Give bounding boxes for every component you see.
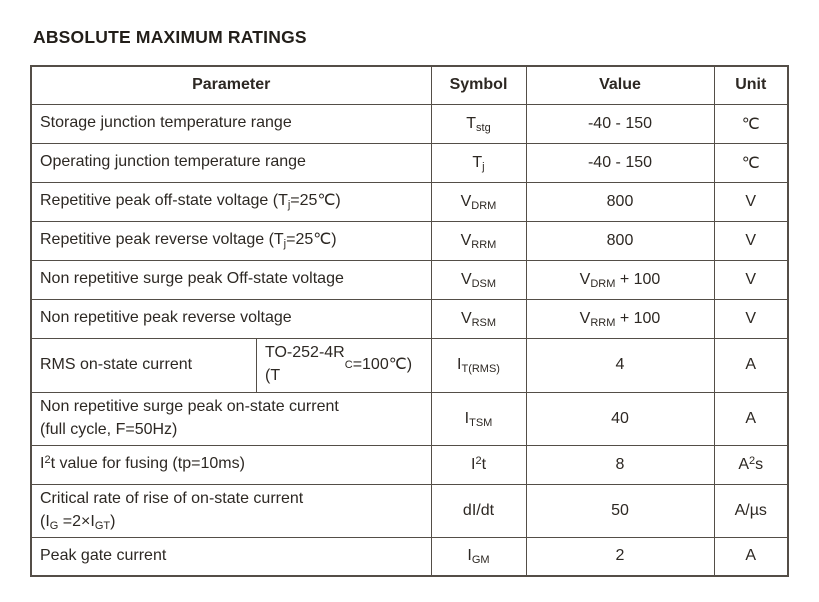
value-cell: 50 (525, 483, 715, 538)
parameter-cell: Operating junction temperature range (30, 142, 432, 183)
column-header-symbol: Symbol (430, 65, 527, 105)
parameter-cell: Repetitive peak reverse voltage (Tj=25℃) (30, 220, 432, 261)
parameter-cell: Peak gate current (30, 536, 432, 577)
unit-cell: ℃ (713, 103, 789, 144)
symbol-cell: Tstg (430, 103, 527, 144)
value-cell: -40 - 150 (525, 142, 715, 183)
column-header-value: Value (525, 65, 715, 105)
value-cell: 800 (525, 181, 715, 222)
table-header-row: Parameter Symbol Value Unit (30, 65, 789, 105)
table-row: Repetitive peak reverse voltage (Tj=25℃)… (30, 220, 789, 261)
table-row: I2t value for fusing (tp=10ms) I2t 8 A2s (30, 444, 789, 485)
value-cell: 4 (525, 337, 715, 393)
unit-cell: A2s (713, 444, 789, 485)
parameter-cell: Repetitive peak off-state voltage (Tj=25… (30, 181, 432, 222)
unit-cell: A (713, 337, 789, 393)
datasheet-page: ABSOLUTE MAXIMUM RATINGS Parameter Symbo… (30, 27, 789, 577)
parameter-cell: I2t value for fusing (tp=10ms) (30, 444, 432, 485)
value-cell: VRRM + 100 (525, 298, 715, 339)
symbol-cell: Tj (430, 142, 527, 183)
table-row: Non repetitive surge peak Off-state volt… (30, 259, 789, 300)
parameter-cell: Non repetitive surge peak Off-state volt… (30, 259, 432, 300)
symbol-cell: dI/dt (430, 483, 527, 538)
parameter-text: RMS on-state current (32, 338, 257, 392)
value-cell: -40 - 150 (525, 103, 715, 144)
unit-cell: A/µs (713, 483, 789, 538)
table-row: Peak gate current IGM 2 A (30, 536, 789, 577)
unit-cell: V (713, 259, 789, 300)
unit-cell: V (713, 298, 789, 339)
column-header-parameter: Parameter (30, 65, 432, 105)
parameter-cell: Non repetitive surge peak on-state curre… (30, 391, 432, 446)
parameter-cell: Critical rate of rise of on-state curren… (30, 483, 432, 538)
value-cell: VDRM + 100 (525, 259, 715, 300)
value-cell: 800 (525, 220, 715, 261)
value-cell: 40 (525, 391, 715, 446)
page-title: ABSOLUTE MAXIMUM RATINGS (33, 27, 307, 47)
symbol-cell: IT(RMS) (430, 337, 527, 393)
parameter-cell: RMS on-state current TO-252-4R (T C =100℃) (30, 337, 432, 393)
table-row: RMS on-state current TO-252-4R (T C =100℃) … (30, 337, 789, 393)
symbol-cell: VDSM (430, 259, 527, 300)
column-header-unit: Unit (713, 65, 789, 105)
table-row: Critical rate of rise of on-state curren… (30, 483, 789, 538)
symbol-cell: VRSM (430, 298, 527, 339)
unit-cell: V (713, 181, 789, 222)
symbol-cell: ITSM (430, 391, 527, 446)
parameter-cell: Storage junction temperature range (30, 103, 432, 144)
value-cell: 8 (525, 444, 715, 485)
symbol-cell: VRRM (430, 220, 527, 261)
unit-cell: ℃ (713, 142, 789, 183)
symbol-cell: VDRM (430, 181, 527, 222)
absolute-maximum-ratings-table: Parameter Symbol Value Unit Storage junc… (30, 65, 789, 577)
value-cell: 2 (525, 536, 715, 577)
unit-cell: A (713, 391, 789, 446)
parameter-condition: TO-252-4R (T C =100℃) (265, 344, 413, 384)
parameter-cell: Non repetitive peak reverse voltage (30, 298, 432, 339)
table-row: Non repetitive peak reverse voltage VRSM… (30, 298, 789, 339)
unit-cell: A (713, 536, 789, 577)
symbol-cell: I2t (430, 444, 527, 485)
symbol-cell: IGM (430, 536, 527, 577)
table-row: Operating junction temperature range Tj … (30, 142, 789, 183)
table-row: Repetitive peak off-state voltage (Tj=25… (30, 181, 789, 222)
unit-cell: V (713, 220, 789, 261)
table-row: Storage junction temperature range Tstg … (30, 103, 789, 144)
table-row: Non repetitive surge peak on-state curre… (30, 391, 789, 446)
split-parameter: RMS on-state current TO-252-4R (T C =100℃) (32, 338, 431, 392)
